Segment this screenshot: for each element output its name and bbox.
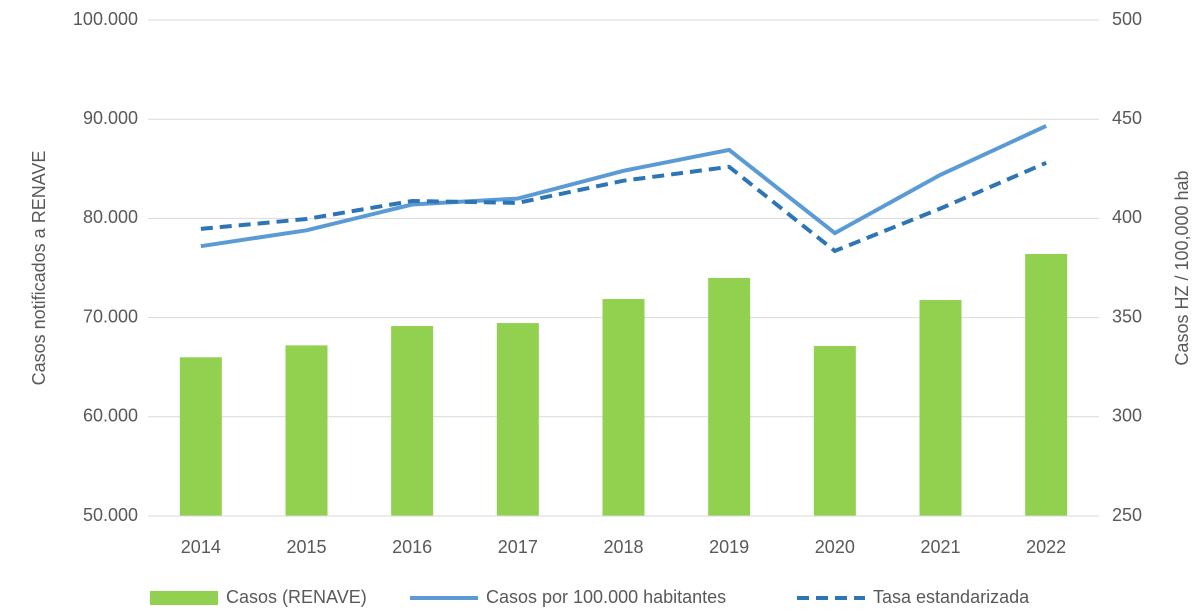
x-tick-label: 2020	[815, 537, 855, 557]
x-tick-label: 2019	[709, 537, 749, 557]
x-tick-label: 2018	[603, 537, 643, 557]
x-tick-label: 2015	[286, 537, 326, 557]
bar	[813, 345, 856, 516]
bar	[179, 357, 222, 516]
bar	[602, 299, 645, 516]
legend-label: Casos por 100.000 habitantes	[486, 587, 726, 607]
x-tick-label: 2016	[392, 537, 432, 557]
y2-tick-label: 350	[1112, 306, 1142, 326]
bar	[708, 277, 751, 516]
y-tick-label: 60.000	[83, 406, 138, 426]
y-tick-label: 90.000	[83, 108, 138, 128]
y-axis-label: Casos notificados a RENAVE	[29, 151, 49, 386]
y2-tick-label: 400	[1112, 207, 1142, 227]
legend-label: Casos (RENAVE)	[226, 587, 367, 607]
legend-label: Tasa estandarizada	[873, 587, 1030, 607]
y2-axis-label: Casos HZ / 100,000 hab	[1172, 170, 1192, 365]
x-tick-label: 2017	[498, 537, 538, 557]
y-tick-label: 100.000	[73, 9, 138, 29]
bar	[496, 323, 539, 516]
bar	[391, 326, 434, 516]
line	[200, 161, 1047, 254]
y-tick-label: 80.000	[83, 207, 138, 227]
y-tick-label: 50.000	[83, 505, 138, 525]
legend-swatch	[150, 591, 218, 605]
x-tick-label: 2021	[920, 537, 960, 557]
bar	[919, 300, 962, 516]
y2-tick-label: 500	[1112, 9, 1142, 29]
bar	[285, 345, 328, 516]
y2-tick-label: 250	[1112, 505, 1142, 525]
y2-tick-label: 450	[1112, 108, 1142, 128]
y-tick-label: 70.000	[83, 306, 138, 326]
line	[200, 124, 1048, 249]
x-tick-label: 2014	[181, 537, 221, 557]
bar	[1025, 254, 1068, 516]
x-tick-label: 2022	[1026, 537, 1066, 557]
y2-tick-label: 300	[1112, 406, 1142, 426]
